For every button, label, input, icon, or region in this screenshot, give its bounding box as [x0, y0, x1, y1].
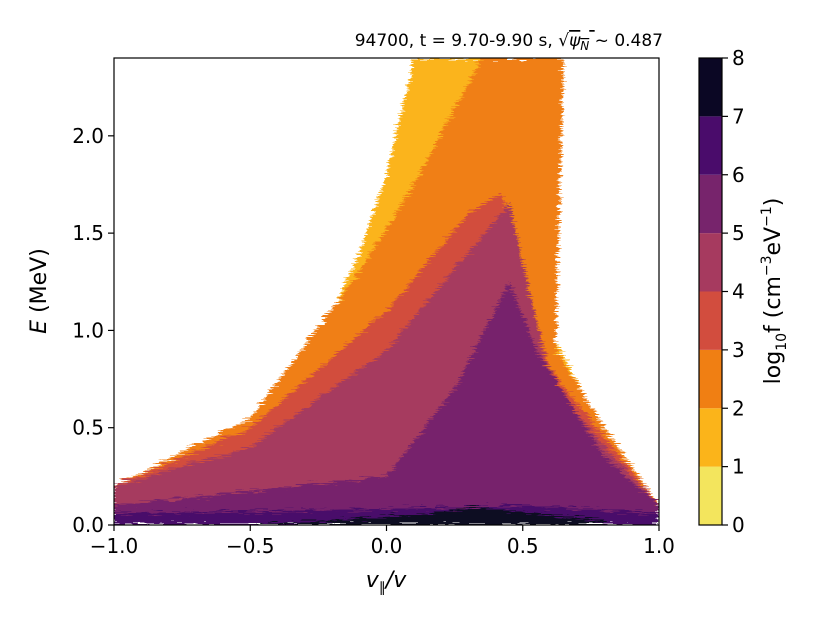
x-axis-ticks: −1.0 −0.5 0.0 0.5 1.0: [90, 525, 675, 558]
y-axis-ticks: 0.0 0.5 1.0 1.5 2.0: [72, 124, 114, 537]
colorbar-tick-label: 0: [732, 513, 745, 537]
colorbar-tick-label: 8: [732, 46, 745, 70]
colorbar: [699, 58, 722, 525]
x-tick-label: 0.5: [507, 534, 539, 558]
colorbar-segment-5-6: [699, 174, 722, 234]
x-tick-label: 0.0: [371, 534, 403, 558]
colorbar-segment-3-4: [699, 291, 722, 350]
colorbar-ticks: 0 1 2 3 4 5 6 7 8: [722, 46, 745, 537]
colorbar-segment-2-3: [699, 349, 722, 409]
x-tick-label: −0.5: [226, 534, 275, 558]
contour-bands: [114, 58, 659, 525]
colorbar-label: log10f (cm−3eV−1): [759, 198, 790, 385]
colorbar-tick-label: 7: [732, 104, 745, 128]
x-axis-label: v∥/v: [366, 568, 407, 596]
x-tick-label: −1.0: [90, 534, 139, 558]
contour-band-level-7: [250, 507, 605, 525]
colorbar-segment-6-7: [699, 116, 722, 175]
y-tick-label: 0.5: [72, 416, 104, 440]
colorbar-segment-0-1: [699, 466, 722, 525]
colorbar-segment-4-5: [699, 233, 722, 292]
colorbar-tick-label: 6: [732, 163, 745, 187]
contour-band-level-5: [114, 281, 659, 525]
colorbar-tick-label: 4: [732, 280, 745, 304]
chart-title: 94700, t = 9.70-9.90 s, √ψN ~ 0.487: [355, 31, 663, 53]
colorbar-tick-label: 3: [732, 338, 745, 362]
x-tick-label: 1.0: [643, 534, 675, 558]
colorbar-tick-label: 2: [732, 396, 745, 420]
y-axis-label: E (MeV): [27, 248, 52, 334]
y-tick-label: 0.0: [72, 513, 104, 537]
y-tick-label: 1.0: [72, 318, 104, 342]
colorbar-tick-label: 5: [732, 221, 745, 245]
colorbar-segment-1-2: [699, 408, 722, 467]
colorbar-segment-7-8: [699, 58, 722, 117]
colorbar-tick-label: 1: [732, 455, 745, 479]
y-tick-label: 2.0: [72, 124, 104, 148]
y-tick-label: 1.5: [72, 221, 104, 245]
